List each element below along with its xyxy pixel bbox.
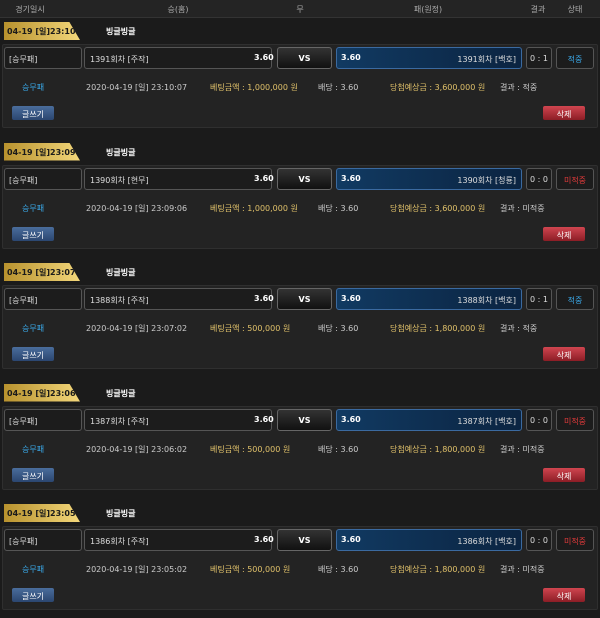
away-odds: 3.60	[341, 535, 361, 544]
detail-expected: 당첨예상금 : 1,800,000 원	[390, 324, 486, 333]
delete-button[interactable]: 삭제	[543, 106, 585, 120]
detail-bet-type: 승무패	[22, 324, 45, 333]
detail-time: 2020-04-19 [일] 23:09:06	[86, 203, 188, 213]
detail-odds: 배당 : 3.60	[318, 565, 359, 574]
detail-result: 결과 : 적중	[500, 324, 538, 333]
detail-bet-type: 승무패	[22, 203, 45, 213]
detail-expected: 당첨예상금 : 3,600,000 원	[390, 83, 486, 92]
bet-type: [승무패]	[4, 529, 82, 551]
detail-odds: 배당 : 3.60	[318, 83, 359, 92]
away-team[interactable]: 1386회차 [백호]	[336, 529, 522, 551]
vs-label[interactable]: VS	[277, 288, 332, 310]
header-label: 상태	[567, 5, 583, 14]
status: 미적중	[556, 167, 594, 190]
home-odds: 3.60	[254, 173, 274, 183]
delete-button[interactable]: 삭제	[543, 347, 585, 361]
detail-time: 2020-04-19 [일] 23:07:02	[86, 324, 188, 333]
game-name: 빙글빙글	[106, 268, 136, 277]
write-button[interactable]: 글쓰기	[12, 467, 54, 482]
detail-bet-type: 승무패	[22, 565, 45, 574]
detail-amount: 베팅금액 : 500,000 원	[210, 444, 291, 454]
away-team[interactable]: 1390회차 [청룡]	[336, 167, 522, 190]
status: 적중	[556, 288, 594, 310]
detail-time: 2020-04-19 [일] 23:06:02	[86, 444, 188, 454]
detail-amount: 베팅금액 : 500,000 원	[210, 565, 291, 574]
header-label: 무	[296, 5, 304, 14]
date-badge: 04-19 [일]23:05	[4, 504, 80, 522]
detail-result: 결과 : 미적중	[500, 203, 545, 213]
bet-type: [승무패]	[4, 47, 82, 69]
vs-label[interactable]: VS	[277, 167, 332, 190]
game-name: 빙글빙글	[106, 388, 136, 398]
home-odds: 3.60	[254, 414, 274, 424]
score: 0 : 1	[526, 47, 552, 69]
status: 미적중	[556, 529, 594, 551]
home-team: 1387회차 [주작]	[84, 408, 272, 431]
write-button[interactable]: 글쓰기	[12, 588, 54, 602]
detail-expected: 당첨예상금 : 1,800,000 원	[390, 444, 486, 454]
detail-amount: 베팅금액 : 1,000,000 원	[210, 83, 298, 92]
header-label: 결과	[530, 5, 546, 14]
detail-result: 결과 : 미적중	[500, 444, 545, 454]
score: 0 : 0	[526, 529, 552, 551]
write-button[interactable]: 글쓰기	[12, 347, 54, 361]
date-badge: 04-19 [일]23:07	[4, 263, 80, 281]
delete-button[interactable]: 삭제	[543, 467, 585, 482]
detail-time: 2020-04-19 [일] 23:10:07	[86, 83, 188, 92]
detail-bet-type: 승무패	[22, 83, 45, 92]
write-button[interactable]: 글쓰기	[12, 106, 54, 120]
status: 적중	[556, 47, 594, 69]
date-badge: 04-19 [일]23:10	[4, 22, 80, 40]
home-team: 1386회차 [주작]	[84, 529, 272, 551]
game-name: 빙글빙글	[106, 27, 136, 36]
vs-label[interactable]: VS	[277, 47, 332, 69]
away-odds: 3.60	[341, 414, 361, 424]
bet-type: [승무패]	[4, 167, 82, 190]
detail-amount: 베팅금액 : 1,000,000 원	[210, 203, 298, 213]
header-label: 승(홈)	[167, 5, 189, 14]
date-badge: 04-19 [일]23:06	[4, 383, 80, 402]
vs-label[interactable]: VS	[277, 408, 332, 431]
vs-label[interactable]: VS	[277, 529, 332, 551]
home-team: 1391회차 [주작]	[84, 47, 272, 69]
header-label: 패(원정)	[413, 5, 443, 14]
detail-result: 결과 : 적중	[500, 83, 538, 92]
away-team[interactable]: 1391회차 [백호]	[336, 47, 522, 69]
game-name: 빙글빙글	[106, 147, 136, 157]
detail-expected: 당첨예상금 : 1,800,000 원	[390, 565, 486, 574]
home-odds: 3.60	[254, 535, 274, 544]
away-odds: 3.60	[341, 173, 361, 183]
away-odds: 3.60	[341, 294, 361, 303]
delete-button[interactable]: 삭제	[543, 588, 585, 602]
status: 미적중	[556, 408, 594, 431]
detail-result: 결과 : 미적중	[500, 565, 545, 574]
date-badge: 04-19 [일]23:09	[4, 142, 80, 161]
write-button[interactable]: 글쓰기	[12, 226, 54, 241]
away-team[interactable]: 1388회차 [백호]	[336, 288, 522, 310]
detail-bet-type: 승무패	[22, 444, 45, 454]
detail-odds: 배당 : 3.60	[318, 324, 359, 333]
bet-type: [승무패]	[4, 288, 82, 310]
score: 0 : 1	[526, 288, 552, 310]
detail-amount: 베팅금액 : 500,000 원	[210, 324, 291, 333]
score: 0 : 0	[526, 167, 552, 190]
detail-expected: 당첨예상금 : 3,600,000 원	[390, 203, 486, 213]
home-team: 1390회차 [현무]	[84, 167, 272, 190]
home-odds: 3.60	[254, 53, 274, 62]
game-name: 빙글빙글	[106, 509, 136, 518]
detail-odds: 배당 : 3.60	[318, 444, 359, 454]
header-label: 경기일시	[15, 5, 45, 14]
score: 0 : 0	[526, 408, 552, 431]
away-odds: 3.60	[341, 53, 361, 62]
away-team[interactable]: 1387회차 [백호]	[336, 408, 522, 431]
detail-odds: 배당 : 3.60	[318, 203, 359, 213]
home-odds: 3.60	[254, 294, 274, 303]
home-team: 1388회차 [주작]	[84, 288, 272, 310]
header-row	[0, 0, 600, 18]
bet-type: [승무패]	[4, 408, 82, 431]
detail-time: 2020-04-19 [일] 23:05:02	[86, 565, 188, 574]
delete-button[interactable]: 삭제	[543, 226, 585, 241]
